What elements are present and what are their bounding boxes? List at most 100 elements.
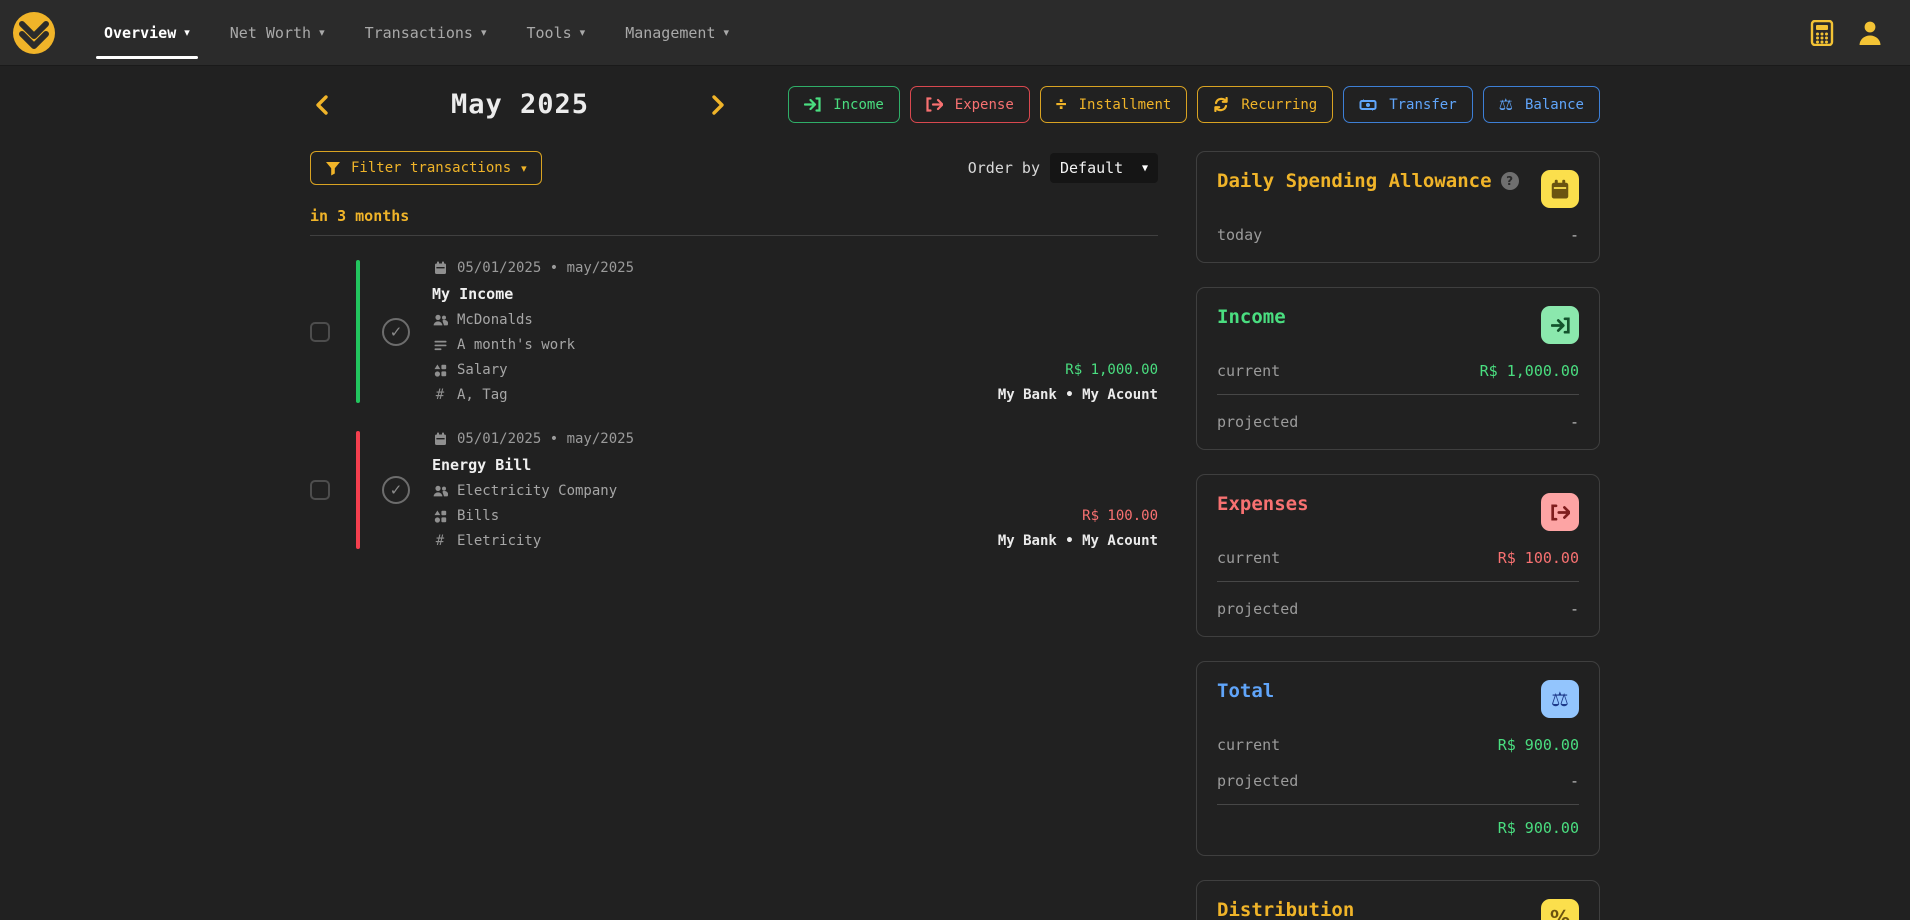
row-value: - xyxy=(1569,413,1579,431)
month-title: May 2025 xyxy=(450,89,590,120)
transaction-title: My Income xyxy=(432,285,514,303)
group-divider xyxy=(310,235,1158,236)
status-check-circle-icon[interactable]: ✓ xyxy=(382,317,410,346)
button-label: Transfer xyxy=(1389,96,1457,113)
row-label: today xyxy=(1217,226,1263,244)
expenses-summary-card: Expenses current R$ 100.00 projected - xyxy=(1196,474,1600,637)
category-icon xyxy=(432,510,448,523)
tag-hash-icon: # xyxy=(435,533,445,549)
card-title: Expenses xyxy=(1217,493,1309,515)
order-by-label: Order by xyxy=(967,159,1040,177)
row-value: R$ 1,000.00 xyxy=(1479,362,1579,380)
card-title: Distribution xyxy=(1217,899,1355,920)
button-label: Expense xyxy=(954,96,1014,113)
add-recurring-button[interactable]: Recurring xyxy=(1197,86,1334,123)
transaction-amount: R$ 1,000.00 xyxy=(1065,362,1158,378)
row-label: projected xyxy=(1217,600,1299,618)
card-title: Total xyxy=(1217,680,1275,702)
money-transfer-icon xyxy=(1359,98,1377,112)
button-label: Installment xyxy=(1078,96,1172,113)
chevron-down-icon: ▾ xyxy=(319,26,325,39)
percent-badge-icon: % xyxy=(1541,899,1579,920)
help-icon[interactable]: ? xyxy=(1500,172,1519,190)
nav-item-label: Tools xyxy=(526,23,572,42)
add-transfer-button[interactable]: Transfer xyxy=(1343,86,1473,123)
previous-month-button[interactable] xyxy=(310,90,334,120)
income-color-bar xyxy=(356,260,360,403)
month-navigator: May 2025 xyxy=(310,89,730,120)
nav-item-label: Overview xyxy=(104,23,177,42)
transaction-account: My Bank • My Acount xyxy=(997,533,1158,549)
transaction-date: 05/01/2025 • may/2025 xyxy=(457,260,635,276)
nav-item-tools[interactable]: Tools ▾ xyxy=(507,0,606,65)
repeat-arrows-icon xyxy=(1213,97,1229,112)
income-badge-icon xyxy=(1541,306,1579,344)
order-by-select-wrap: Default xyxy=(1050,153,1158,183)
row-label: current xyxy=(1217,362,1281,380)
chevron-down-icon: ▾ xyxy=(723,26,730,39)
row-value: - xyxy=(1569,226,1579,244)
card-divider xyxy=(1217,804,1579,805)
next-month-button[interactable] xyxy=(706,90,730,120)
row-label: projected xyxy=(1217,772,1299,790)
filter-button-label: Filter transactions xyxy=(351,160,512,176)
user-profile-icon[interactable] xyxy=(1856,19,1884,47)
app-logo-icon[interactable] xyxy=(12,11,56,55)
category-icon xyxy=(432,364,448,377)
transaction-payee: McDonalds xyxy=(457,312,533,328)
income-summary-card: Income current R$ 1,000.00 projected - xyxy=(1196,287,1600,450)
payee-people-icon xyxy=(432,485,448,497)
nav-item-label: Net Worth xyxy=(229,23,312,42)
transaction-date: 05/01/2025 • may/2025 xyxy=(457,431,635,447)
filter-transactions-button[interactable]: Filter transactions ▾ xyxy=(310,151,542,185)
sign-out-arrow-icon xyxy=(926,97,943,112)
nav-item-overview[interactable]: Overview ▾ xyxy=(84,0,210,65)
total-summary-card: Total ⚖ current R$ 900.00 projected - R$… xyxy=(1196,661,1600,856)
add-balance-button[interactable]: ⚖ Balance xyxy=(1482,86,1600,123)
card-title: Income xyxy=(1217,306,1286,328)
daily-spending-allowance-card: Daily Spending Allowance ? today - xyxy=(1196,151,1600,263)
card-divider xyxy=(1217,581,1579,582)
status-check-circle-icon[interactable]: ✓ xyxy=(382,476,410,504)
new-transaction-buttons: Income Expense ÷ Installment Recurring xyxy=(788,86,1600,123)
nav-item-label: Transactions xyxy=(364,23,473,42)
row-value: R$ 900.00 xyxy=(1497,736,1579,754)
calculator-icon[interactable] xyxy=(1810,19,1834,46)
transaction-row-energy-bill[interactable]: ✓ 05/01/2025 • may/2025 Energy Bill xyxy=(310,417,1158,563)
balance-scale-icon: ⚖ xyxy=(1498,95,1513,114)
button-label: Income xyxy=(833,96,884,113)
transaction-title: Energy Bill xyxy=(432,456,532,474)
nav-item-net-worth[interactable]: Net Worth ▾ xyxy=(210,0,345,65)
balance-scale-icon: ⚖ xyxy=(1551,687,1569,711)
transaction-tags: Eletricity xyxy=(457,533,542,549)
add-expense-button[interactable]: Expense xyxy=(909,86,1030,123)
transaction-category: Salary xyxy=(457,362,508,378)
card-title: Daily Spending Allowance xyxy=(1217,170,1492,192)
expense-badge-icon xyxy=(1541,493,1579,531)
tag-hash-icon: # xyxy=(435,387,445,403)
transaction-description: A month's work xyxy=(457,337,576,353)
chevron-down-icon: ▾ xyxy=(480,26,487,39)
add-income-button[interactable]: Income xyxy=(788,86,900,123)
percent-icon: % xyxy=(1549,906,1571,920)
nav-item-label: Management xyxy=(625,23,716,42)
transaction-checkbox[interactable] xyxy=(310,480,330,500)
top-navigation-bar: Overview ▾ Net Worth ▾ Transactions ▾ To… xyxy=(0,0,1910,66)
description-lines-icon xyxy=(432,340,448,351)
transaction-tags: A, Tag xyxy=(457,387,508,403)
calendar-icon xyxy=(432,432,448,446)
transaction-checkbox[interactable] xyxy=(310,321,330,342)
payee-people-icon xyxy=(432,314,448,326)
transaction-account: My Bank • My Acount xyxy=(997,387,1158,403)
funnel-icon xyxy=(326,161,340,175)
transaction-payee: Electricity Company xyxy=(457,483,618,499)
transaction-row-my-income[interactable]: ✓ 05/01/2025 • may/2025 My Income xyxy=(310,246,1158,417)
card-divider xyxy=(1217,394,1579,395)
nav-item-management[interactable]: Management ▾ xyxy=(605,0,749,65)
divide-icon: ÷ xyxy=(1055,94,1067,115)
chevron-down-icon: ▾ xyxy=(184,26,190,39)
row-label: current xyxy=(1217,736,1281,754)
nav-item-transactions[interactable]: Transactions ▾ xyxy=(345,0,507,65)
order-by-select[interactable]: Default xyxy=(1050,153,1158,183)
add-installment-button[interactable]: ÷ Installment xyxy=(1039,86,1188,123)
